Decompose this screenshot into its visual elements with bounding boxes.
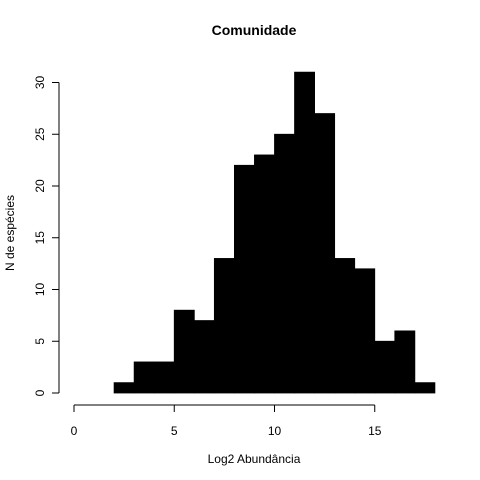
histogram-bar-7 [213,258,235,394]
y-tick-label: 0 [33,389,47,396]
histogram-bar-10 [274,133,295,394]
histogram-bar-9 [254,154,275,394]
histogram-bar-11 [294,71,315,394]
y-tick-label: 30 [33,76,47,90]
histogram-bar-12 [314,113,336,394]
y-axis-label: N de espécies [3,195,17,271]
y-tick-label: 25 [33,127,47,141]
x-tick-label: 0 [71,424,78,438]
x-tick-label: 10 [268,424,282,438]
histogram-bar-17 [414,382,436,394]
x-axis-label: Log2 Abundância [208,452,301,466]
y-tick-label: 15 [33,231,47,245]
histogram-bar-14 [354,268,376,394]
x-tick-label: 5 [171,424,178,438]
histogram-bar-16 [394,330,416,394]
histogram-bar-5 [173,309,195,394]
y-axis: 0 5 10 15 20 25 30 [33,76,60,396]
histogram-bar-13 [334,258,356,394]
x-tick-label: 15 [368,424,382,438]
histogram-bar-6 [193,320,215,394]
bars-group [113,71,436,394]
histogram-bar-8 [233,164,255,394]
histogram-bar-15 [374,340,396,394]
histogram-bar-4 [153,361,175,394]
x-axis: 0 5 10 15 [71,404,382,438]
histogram-bar-2 [113,382,135,394]
y-tick-label: 10 [33,283,47,297]
y-tick-label: 5 [33,338,47,345]
y-tick-label: 20 [33,179,47,193]
histogram-bar-3 [133,361,155,394]
chart-title: Comunidade [212,22,297,38]
